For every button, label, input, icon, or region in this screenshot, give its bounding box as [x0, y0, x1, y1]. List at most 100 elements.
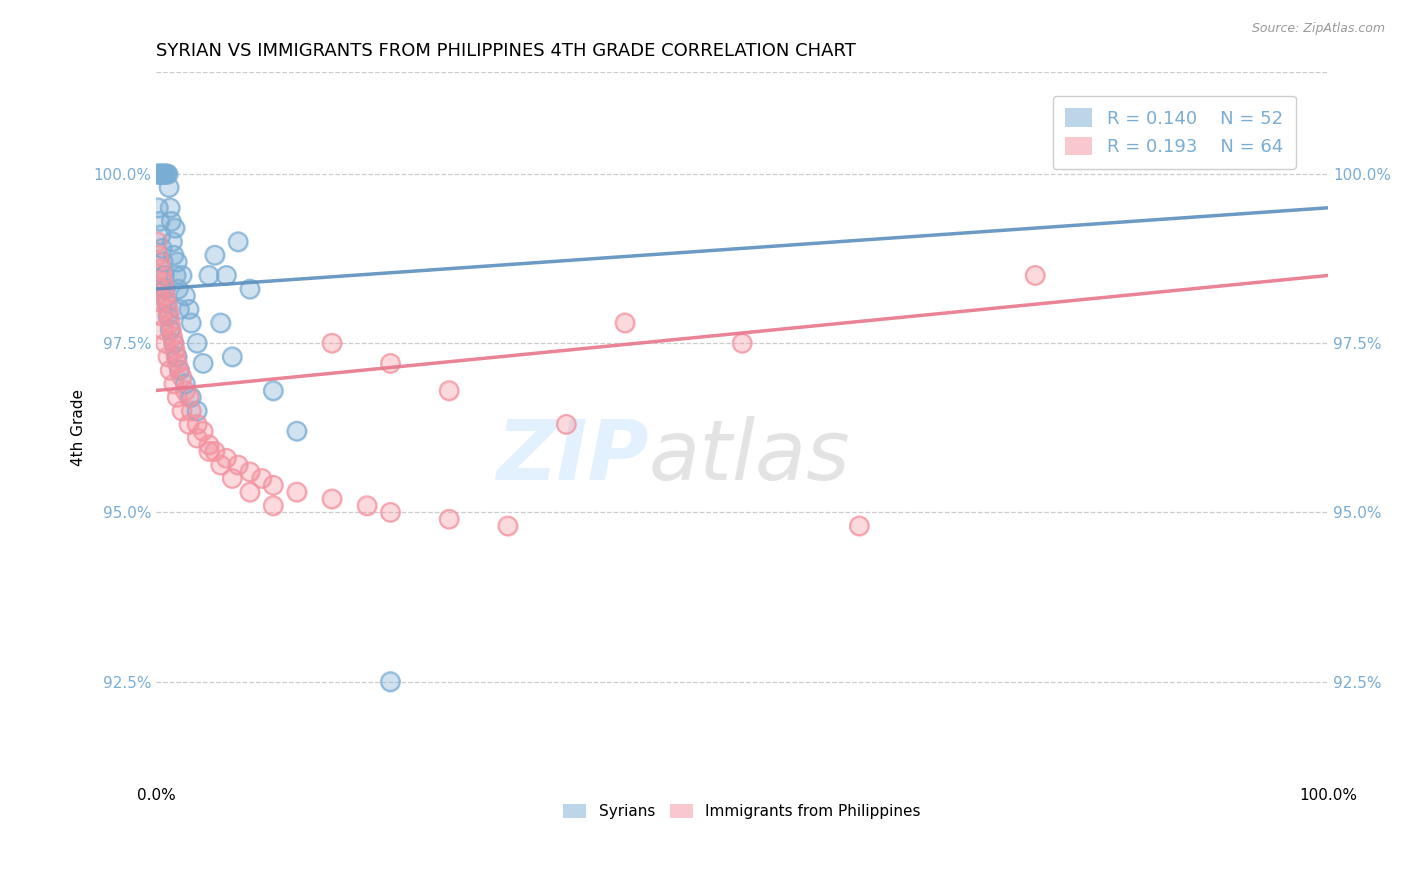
Point: [239, 465, 262, 479]
Point: [149, 167, 172, 181]
Point: [166, 255, 188, 269]
Point: [155, 295, 177, 310]
Point: [155, 289, 177, 303]
Point: [150, 268, 173, 283]
Point: [165, 268, 187, 283]
Point: [169, 363, 191, 377]
Point: [186, 431, 208, 445]
Point: [186, 417, 208, 432]
Point: [162, 376, 184, 391]
Point: [262, 499, 284, 513]
Point: [148, 214, 170, 228]
Point: [149, 167, 172, 181]
Point: [177, 390, 200, 404]
Point: [159, 201, 181, 215]
Point: [170, 268, 193, 283]
Point: [437, 512, 460, 526]
Point: [848, 519, 870, 533]
Point: [180, 316, 202, 330]
Point: [285, 424, 308, 438]
Point: [150, 241, 173, 255]
Point: [148, 167, 170, 181]
Point: [321, 336, 343, 351]
Point: [226, 458, 249, 472]
Point: [380, 356, 402, 370]
Point: [153, 167, 176, 181]
Point: [197, 444, 219, 458]
Point: [159, 316, 181, 330]
Point: [159, 323, 181, 337]
Point: [148, 167, 170, 181]
Point: [197, 268, 219, 283]
Text: Source: ZipAtlas.com: Source: ZipAtlas.com: [1251, 22, 1385, 36]
Point: [180, 404, 202, 418]
Point: [555, 417, 578, 432]
Point: [437, 384, 460, 398]
Point: [177, 302, 200, 317]
Point: [437, 384, 460, 398]
Point: [186, 417, 208, 432]
Point: [165, 350, 187, 364]
Point: [186, 431, 208, 445]
Point: [204, 248, 226, 262]
Text: ZIP: ZIP: [496, 416, 648, 497]
Point: [1024, 268, 1046, 283]
Point: [226, 458, 249, 472]
Point: [380, 674, 402, 689]
Point: [148, 282, 170, 296]
Point: [155, 282, 177, 296]
Point: [160, 323, 183, 337]
Point: [152, 323, 174, 337]
Point: [380, 505, 402, 519]
Point: [162, 248, 184, 262]
Point: [613, 316, 636, 330]
Point: [170, 370, 193, 384]
Point: [155, 336, 177, 351]
Point: [215, 268, 238, 283]
Point: [170, 404, 193, 418]
Point: [180, 316, 202, 330]
Point: [204, 248, 226, 262]
Point: [191, 424, 214, 438]
Point: [437, 512, 460, 526]
Point: [166, 356, 188, 370]
Point: [321, 336, 343, 351]
Point: [153, 282, 176, 296]
Point: [262, 478, 284, 492]
Point: [146, 167, 169, 181]
Point: [162, 336, 184, 351]
Point: [167, 282, 190, 296]
Point: [262, 384, 284, 398]
Point: [162, 235, 184, 249]
Point: [215, 451, 238, 466]
Point: [215, 451, 238, 466]
Text: atlas: atlas: [648, 416, 851, 497]
Point: [153, 282, 176, 296]
Point: [170, 404, 193, 418]
Point: [166, 390, 188, 404]
Point: [186, 336, 208, 351]
Point: [191, 356, 214, 370]
Point: [221, 471, 243, 485]
Point: [262, 478, 284, 492]
Point: [150, 167, 173, 181]
Point: [156, 302, 179, 317]
Point: [221, 471, 243, 485]
Point: [170, 370, 193, 384]
Point: [155, 167, 177, 181]
Point: [148, 214, 170, 228]
Point: [209, 458, 232, 472]
Point: [180, 390, 202, 404]
Point: [162, 248, 184, 262]
Point: [321, 491, 343, 506]
Point: [239, 485, 262, 500]
Point: [356, 499, 378, 513]
Point: [174, 376, 197, 391]
Point: [380, 674, 402, 689]
Point: [148, 282, 170, 296]
Point: [167, 282, 190, 296]
Point: [731, 336, 754, 351]
Point: [159, 316, 181, 330]
Point: [285, 485, 308, 500]
Point: [204, 444, 226, 458]
